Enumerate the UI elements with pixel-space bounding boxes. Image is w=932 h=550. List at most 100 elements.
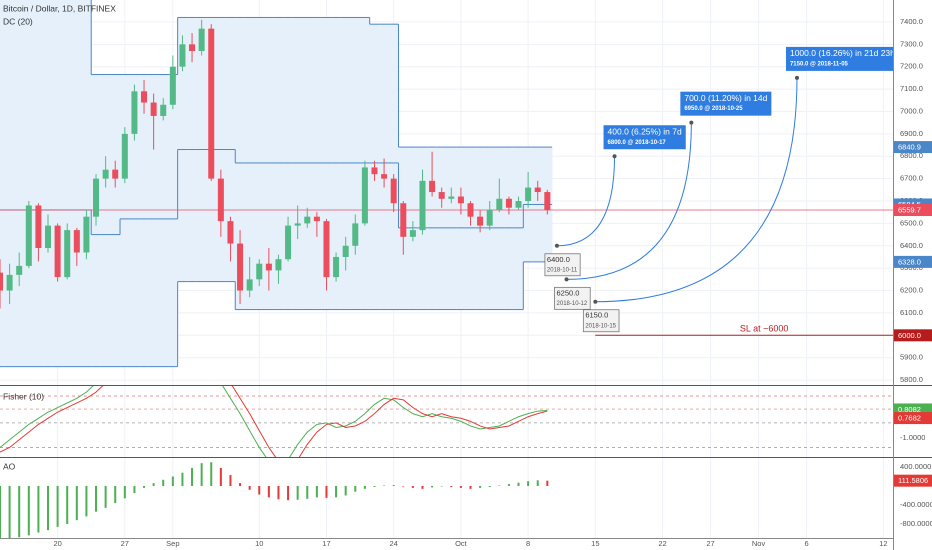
- ao-bar: [248, 485, 251, 490]
- ao-bar: [450, 485, 453, 487]
- ao-bar: [162, 479, 165, 486]
- projection-target: [612, 154, 617, 159]
- ao-bar: [373, 485, 376, 487]
- candle-body: [45, 225, 52, 249]
- axis-badge-bg: [894, 474, 932, 487]
- axis-badge: 111.5806: [894, 474, 932, 487]
- x-tick-label: 24: [390, 539, 398, 548]
- ao-bar: [306, 485, 309, 499]
- start-label-box: [582, 309, 620, 333]
- band-fill: [52, 0, 63, 367]
- ao-bar: [383, 485, 386, 487]
- candle-body: [256, 263, 263, 280]
- fisher-line: [0, 386, 548, 457]
- ao-bar: [66, 485, 69, 524]
- band-fill: [139, 74, 150, 367]
- candle-body: [83, 216, 90, 253]
- candle-body: [352, 223, 359, 246]
- axis-badge-label: 0.7682: [898, 414, 921, 423]
- target-sub: 6950.0 @ 2018-10-25: [684, 106, 743, 112]
- ao-bar: [200, 463, 203, 486]
- candle-body: [457, 196, 464, 204]
- ao-bar: [421, 485, 424, 489]
- ao-bar: [488, 485, 491, 487]
- start-price: 6400.0: [547, 255, 570, 264]
- band-fill: [273, 17, 284, 310]
- band-fill: [168, 74, 178, 367]
- main-panel: SL at ~6000 6400.0 2018-10-11 400.0 (6.25%)…: [0, 0, 893, 368]
- candle-body: [131, 91, 138, 134]
- axis-badge-bg: [894, 329, 932, 342]
- ao-bar: [498, 485, 501, 487]
- band-fill: [14, 0, 25, 367]
- y-tick-label: 5900.0: [900, 353, 923, 362]
- ao-panel: [0, 462, 549, 538]
- candle-body: [169, 66, 176, 105]
- candle-body: [371, 167, 378, 175]
- fisher-tick-label: -1.0000: [900, 433, 925, 442]
- band-fill: [110, 74, 121, 367]
- x-tick-label: 20: [53, 539, 61, 548]
- candle-body: [93, 178, 100, 217]
- x-tick-label: 10: [255, 539, 263, 548]
- y-tick-label: 5800.0: [900, 375, 923, 384]
- fisher-label: Fisher (10): [3, 391, 44, 401]
- candle-body: [25, 205, 32, 266]
- candle-body: [217, 178, 224, 222]
- axis-badge: 6000.0: [894, 329, 932, 342]
- candle-body: [150, 102, 157, 116]
- axis-badge-label: 0.8082: [898, 405, 921, 414]
- axis-badge: 6559.7: [894, 204, 932, 217]
- ao-bar: [363, 485, 366, 489]
- candle-body: [477, 216, 484, 226]
- ao-bar: [0, 485, 1, 538]
- target-label-box: [680, 91, 772, 116]
- candle-body: [73, 230, 80, 253]
- ao-bar: [267, 485, 270, 498]
- candle-body: [64, 230, 71, 278]
- candle-body: [246, 279, 253, 291]
- candle-body: [16, 265, 23, 275]
- ao-bar: [315, 485, 318, 498]
- ao-bar: [104, 485, 107, 508]
- band-fill: [0, 0, 6, 367]
- band-fill: [292, 17, 303, 310]
- ao-bar: [287, 485, 290, 501]
- y-tick-label: 6400.0: [900, 241, 923, 250]
- ao-tick-label: -800.0000: [900, 519, 932, 528]
- ao-bar: [459, 485, 462, 488]
- ao-bar: [229, 475, 232, 486]
- projection-start: [554, 243, 559, 248]
- band-fill: [43, 0, 54, 367]
- candle-body: [534, 187, 541, 193]
- candle-body: [237, 243, 244, 291]
- band-fill: [264, 17, 274, 310]
- ao-bar: [392, 485, 395, 486]
- projection-target: [794, 75, 799, 80]
- ao-bar: [114, 485, 117, 504]
- axis-badge-bg: [894, 141, 932, 154]
- candle-body: [400, 203, 407, 237]
- ao-bar: [85, 485, 88, 517]
- x-tick-label: 27: [121, 539, 129, 548]
- candle-body: [544, 192, 551, 211]
- start-price: 6250.0: [557, 288, 580, 297]
- y-tick-label: 7300.0: [900, 39, 923, 48]
- candle-body: [265, 263, 272, 271]
- band-fill: [244, 17, 255, 310]
- y-tick-label: 7000.0: [900, 106, 923, 115]
- start-date: 2018-10-15: [585, 323, 616, 329]
- candle-body: [448, 196, 455, 199]
- y-tick-label: 6500.0: [900, 218, 923, 227]
- fisher-line: [0, 386, 548, 457]
- y-tick-label: 7400.0: [900, 17, 923, 26]
- ao-bar: [219, 467, 222, 486]
- candle-body: [381, 174, 388, 179]
- projection-start: [593, 299, 598, 304]
- projection-curve: [566, 122, 692, 280]
- candle-body: [54, 225, 61, 278]
- band-fill: [4, 0, 15, 367]
- ao-bar: [258, 485, 261, 495]
